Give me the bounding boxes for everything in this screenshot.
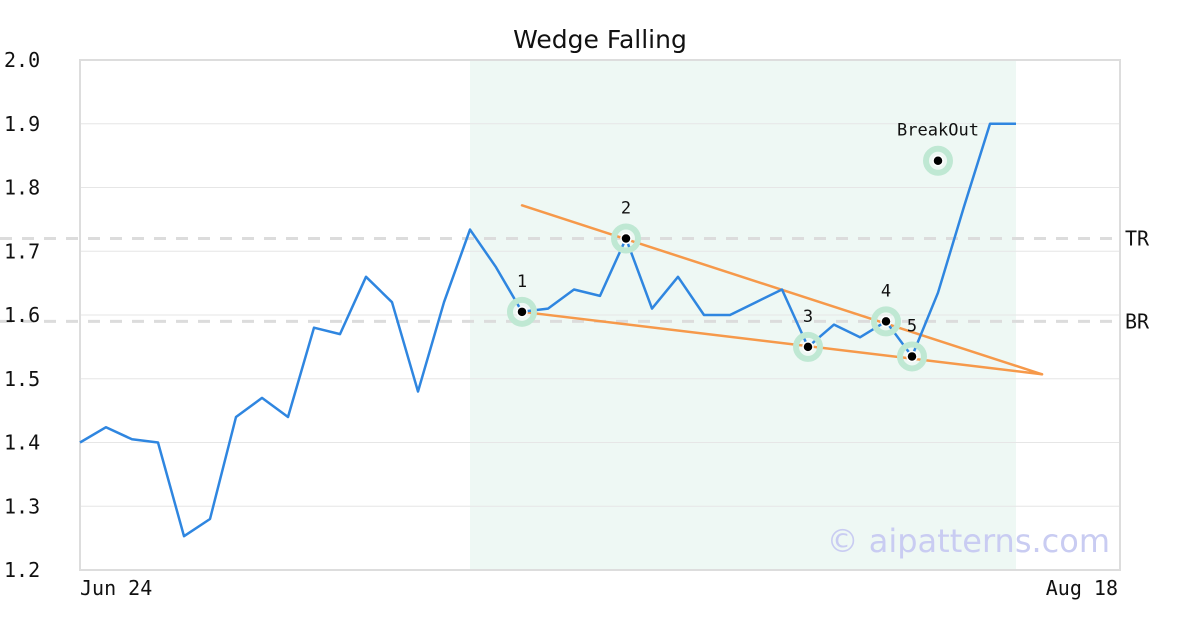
point-marker-halo (897, 341, 927, 372)
y-tick-label: 1.7 (4, 239, 40, 263)
reference-lines: TR BR (0, 227, 1150, 333)
reference-line-label: BR (1125, 309, 1150, 333)
point-label: 4 (881, 281, 891, 301)
point-marker-halo (871, 306, 901, 337)
point-marker-halo (507, 296, 537, 327)
y-tick-label: 1.6 (4, 303, 40, 327)
point-label: 5 (907, 316, 917, 336)
point-marker (906, 350, 918, 363)
reference-line-label: TR (1125, 227, 1150, 251)
price-series (79, 122, 1016, 538)
x-tick-label: Jun 24 (80, 576, 152, 600)
plot-frame (79, 59, 1121, 571)
point-label: 1 (517, 272, 527, 292)
y-axis-ticks: 1.2 1.3 1.4 1.5 1.6 1.7 1.8 1.9 2.0 (4, 48, 40, 582)
x-axis-ticks: Jun 24 Aug 18 (80, 576, 1118, 600)
point-marker-halo (793, 331, 823, 362)
series-line (79, 122, 1016, 538)
point-marker-halo (923, 145, 953, 176)
trend-line (520, 310, 1044, 376)
point-marker (932, 154, 944, 167)
point-marker (620, 232, 632, 245)
gridlines (80, 123, 1120, 507)
point-label: BreakOut (897, 121, 979, 141)
point-marker (516, 306, 528, 318)
y-tick-label: 1.2 (4, 558, 40, 582)
point-marker-halo (611, 223, 641, 254)
point-marker (880, 315, 892, 328)
y-tick-label: 1.5 (4, 367, 40, 391)
chart-title: Wedge Falling (513, 25, 687, 54)
pattern-point-markers: 1 2 3 45 BreakOut (507, 121, 979, 372)
watermark: © aipatterns.com (827, 522, 1110, 560)
y-tick-label: 1.9 (4, 112, 40, 136)
y-tick-label: 1.3 (4, 494, 40, 518)
x-tick-label: Aug 18 (1046, 576, 1118, 600)
point-label: 2 (621, 199, 631, 219)
y-tick-label: 1.8 (4, 176, 40, 200)
point-label: 3 (803, 307, 813, 327)
y-tick-label: 1.4 (4, 431, 40, 455)
point-marker (802, 341, 814, 353)
y-tick-label: 2.0 (4, 48, 40, 72)
